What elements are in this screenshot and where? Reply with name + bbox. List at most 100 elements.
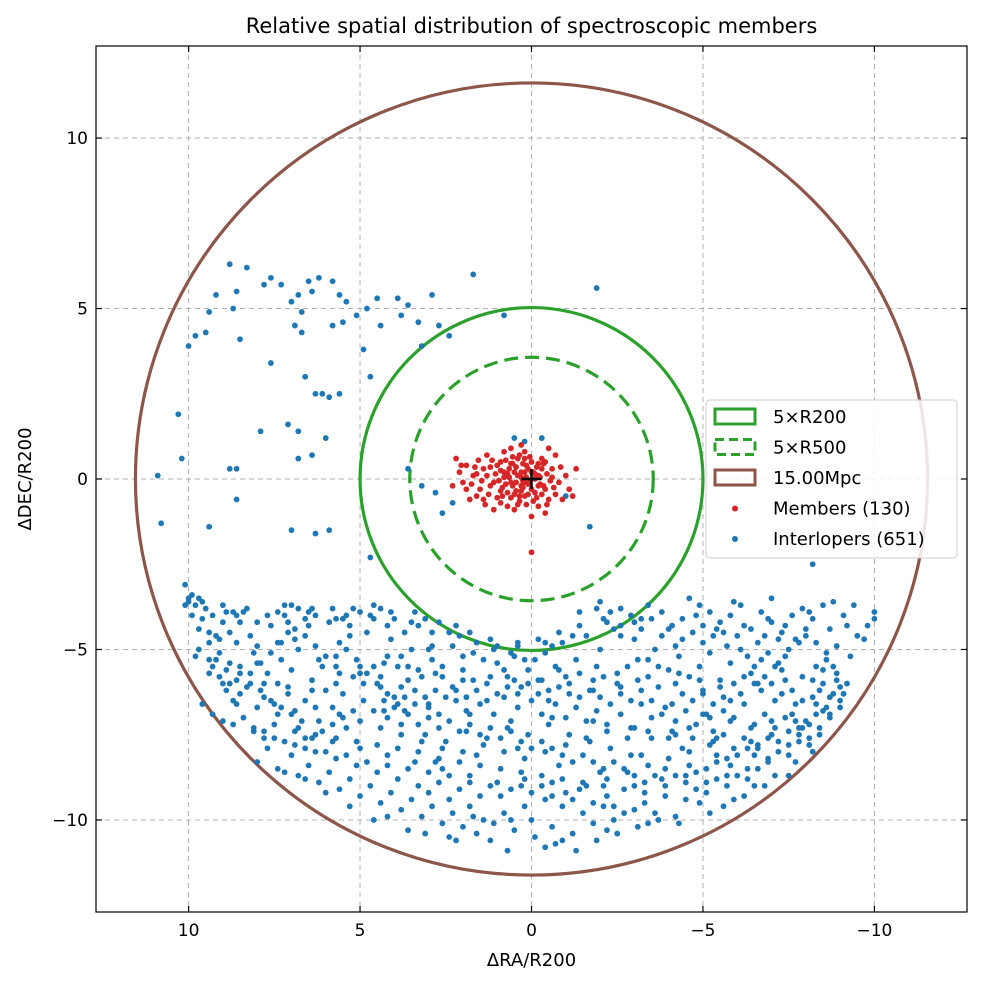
interloper-point xyxy=(754,639,761,646)
interloper-point xyxy=(748,738,754,745)
interloper-point xyxy=(768,731,775,738)
interloper-point xyxy=(374,680,381,687)
interloper-point xyxy=(652,772,658,779)
interloper-point xyxy=(250,649,257,656)
interloper-point xyxy=(617,684,624,690)
interloper-point xyxy=(367,782,374,789)
member-point xyxy=(526,453,533,460)
interloper-point xyxy=(610,759,617,765)
circle-1 xyxy=(408,355,655,603)
interloper-point xyxy=(679,745,686,752)
interloper-point xyxy=(288,602,295,609)
interloper-point xyxy=(360,697,367,704)
legend-swatch-circle xyxy=(713,407,757,426)
interloper-point xyxy=(593,837,600,844)
interloper-point xyxy=(748,670,754,677)
interloper-point xyxy=(302,735,309,742)
interloper-point xyxy=(549,643,555,649)
interloper-point xyxy=(315,718,322,724)
interloper-point xyxy=(432,489,439,496)
interloper-point xyxy=(844,680,850,687)
interloper-point xyxy=(442,738,449,745)
interloper-point xyxy=(682,772,689,779)
interloper-point xyxy=(398,312,405,319)
interloper-point xyxy=(288,298,295,305)
interloper-point xyxy=(840,690,847,697)
interloper-point xyxy=(535,636,542,643)
interloper-point xyxy=(621,786,627,793)
interloper-point xyxy=(542,796,549,803)
interloper-point xyxy=(604,721,610,728)
interloper-point xyxy=(460,677,466,684)
interloper-point xyxy=(772,697,778,704)
interloper-point xyxy=(346,803,353,810)
member-point xyxy=(490,479,497,486)
interloper-point xyxy=(370,817,377,823)
interloper-point xyxy=(751,782,758,789)
interloper-point xyxy=(353,656,360,663)
interloper-point xyxy=(693,786,699,793)
member-point xyxy=(514,501,521,508)
interloper-point xyxy=(439,765,446,772)
interloper-point xyxy=(511,827,518,834)
interloper-point xyxy=(470,271,477,278)
interloper-point xyxy=(216,673,223,680)
interloper-point xyxy=(741,735,748,742)
interloper-point xyxy=(511,653,518,660)
member-point xyxy=(499,493,506,499)
interloper-point xyxy=(552,840,559,847)
interloper-point xyxy=(775,748,782,755)
interloper-point xyxy=(466,721,473,728)
legend-label: Members (130) xyxy=(773,499,911,520)
interloper-point xyxy=(192,602,199,609)
interloper-point xyxy=(816,731,823,738)
interloper-point xyxy=(305,278,312,285)
interloper-point xyxy=(230,721,237,728)
interloper-point xyxy=(364,305,370,312)
interloper-point xyxy=(460,823,466,830)
interloper-point xyxy=(700,711,706,718)
interloper-point xyxy=(329,704,336,711)
interloper-point xyxy=(360,346,367,353)
interloper-point xyxy=(662,704,669,711)
interloper-point xyxy=(305,762,312,769)
interloper-point xyxy=(706,714,713,721)
interloper-point xyxy=(267,622,274,629)
interloper-point xyxy=(405,765,411,772)
interloper-point xyxy=(257,660,264,667)
member-point xyxy=(552,452,559,459)
interloper-point xyxy=(720,707,727,714)
member-point xyxy=(508,460,514,467)
member-point xyxy=(528,486,535,493)
interloper-point xyxy=(538,711,545,718)
interloper-point xyxy=(333,680,339,687)
interloper-point xyxy=(278,656,285,663)
interloper-point xyxy=(391,704,398,711)
interloper-point xyxy=(288,752,295,759)
interloper-point xyxy=(288,527,295,534)
interloper-point xyxy=(686,724,693,731)
member-point xyxy=(521,479,528,486)
interloper-point xyxy=(480,817,487,823)
interloper-point xyxy=(751,663,758,670)
interloper-point xyxy=(672,718,679,724)
interloper-point xyxy=(470,649,477,656)
interloper-point xyxy=(494,690,501,697)
member-point xyxy=(478,477,485,484)
interloper-point xyxy=(720,803,727,810)
interloper-point xyxy=(792,701,799,707)
member-point xyxy=(477,486,483,493)
interloper-point xyxy=(820,667,826,673)
interloper-point xyxy=(189,592,195,598)
interloper-point xyxy=(734,752,741,759)
interloper-point xyxy=(761,632,768,639)
interloper-point xyxy=(422,731,429,738)
member-point xyxy=(485,491,492,498)
interloper-point xyxy=(295,724,302,731)
interloper-point xyxy=(209,711,216,718)
interloper-point xyxy=(463,694,470,701)
interloper-point xyxy=(271,735,278,742)
interloper-point xyxy=(281,738,288,745)
interloper-point xyxy=(617,711,624,718)
interloper-point xyxy=(521,656,528,663)
